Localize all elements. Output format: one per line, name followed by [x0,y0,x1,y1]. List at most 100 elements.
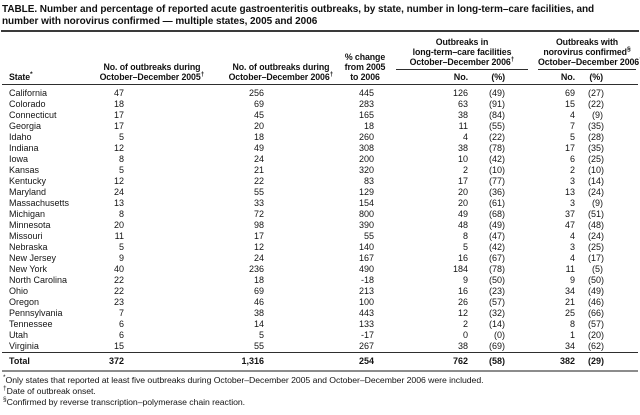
ltc-outbreaks-count: 11 [458,121,468,131]
pct-change-value: 213 [358,286,374,296]
ltc-outbreaks-count: 17 [457,176,468,186]
ltc-outbreaks-count: 38 [457,110,468,120]
state-cell: Connecticut [9,110,57,120]
outbreaks-2006-count: 24 [253,253,264,263]
ltc-outbreaks-count: 12 [457,308,468,318]
outbreaks-2005-count: 23 [113,297,124,307]
table-row: Maryland 24 55 129 20 (36) 13 (24) [2,187,638,198]
state-cell: Kentucky [9,176,47,186]
pct-change-value: 260 [358,132,374,142]
ltc-outbreaks-count: 10 [457,154,468,164]
outbreaks-2005-count: 5 [118,132,124,142]
footnote-marker: § [3,395,7,403]
table-row: Missouri 11 17 55 8 (47) 4 (24) [2,231,638,242]
noro-confirmed-count: 8 [570,319,576,329]
table-row: Iowa 8 24 200 10 (42) 6 (25) [2,154,638,165]
pct-change-value: 167 [358,253,374,263]
ltc-outbreaks-pct: (68) [489,209,506,219]
ltc-outbreaks-count: 38 [457,341,468,351]
ltc-outbreaks-pct: (42) [489,154,506,164]
outbreaks-2005-count: 6 [118,330,124,340]
noro-confirmed-count: 4 [570,110,576,120]
ltc-outbreaks-count: 8 [462,231,468,241]
noro-confirmed-pct: (25) [588,154,605,164]
noro-confirmed-pct: (48) [588,220,605,230]
outbreaks-2006-count: 5 [258,330,264,340]
outbreaks-2005-count: 372 [86,352,218,372]
pct-change-value: 133 [358,319,374,329]
ltc-outbreaks-pct: (57) [489,297,506,307]
outbreaks-2006-count: 46 [253,297,264,307]
table-row: Pennsylvania 7 38 443 12 (32) 25 (66) [2,308,638,319]
ltc-outbreaks-count: 48 [457,220,468,230]
state-cell: Oregon [9,297,40,307]
table-row: Massachusetts 13 33 154 20 (61) 3 (9) [2,198,638,209]
ltc-outbreaks-pct: (47) [489,231,506,241]
outbreaks-2006-count: 55 [253,187,264,197]
pct-change-value: 140 [358,242,374,252]
table-row: Kentucky 12 22 83 17 (77) 3 (14) [2,176,638,187]
footnote-dagger: †Date of outbreak onset. [3,385,639,397]
ltc-outbreaks-pct: (0) [494,330,506,340]
noro-confirmed-pct: (35) [588,121,605,131]
noro-confirmed-count: 3 [570,198,576,208]
noro-confirmed-count: 4 [570,253,576,263]
state-cell: Colorado [9,99,46,109]
outbreaks-2006-count: 55 [253,341,264,351]
table-row: New York 40 236 490 184 (78) 11 (5) [2,264,638,275]
outbreaks-table: State* No. of outbreaks during October–D… [2,35,640,372]
noro-confirmed-pct: (24) [588,187,605,197]
noro-confirmed-pct: (49) [588,286,605,296]
ltc-outbreaks-count: 2 [462,165,468,175]
ltc-outbreaks-count: 126 [452,88,468,98]
noro-confirmed-count: 7 [570,121,576,131]
outbreaks-2005-count: 15 [113,341,124,351]
ltc-outbreaks-count: 63 [457,99,468,109]
noro-confirmed-count: 25 [565,308,576,318]
pct-change-value: 100 [358,297,374,307]
outbreaks-2005-count: 8 [118,209,124,219]
outbreaks-2005-count: 9 [118,253,124,263]
outbreaks-2006-count: 1,316 [218,352,344,372]
outbreaks-2006-count: 18 [253,132,264,142]
pct-change-value: -17 [360,330,374,340]
ltc-outbreaks-pct: (69) [489,341,506,351]
outbreaks-2005-count: 24 [113,187,124,197]
noro-confirmed-pct: (62) [588,341,605,351]
pct-change-value: 390 [358,220,374,230]
ltc-pct-subheader: (%) [470,70,515,85]
noro-confirmed-pct: (10) [588,165,605,175]
column-header-state: State* [2,35,86,85]
ltc-outbreaks-pct: (67) [489,253,506,263]
outbreaks-2005-count: 8 [118,154,124,164]
outbreaks-2006-count: 12 [253,242,264,252]
state-cell: Maryland [9,187,47,197]
noro-confirmed-count: 69 [565,88,576,98]
state-cell: New Jersey [9,253,57,263]
subheader-row: No. (%) No. (%) [2,70,639,85]
table-title-line-2: number with norovirus confirmed — multip… [2,15,318,27]
outbreaks-2006-count: 21 [253,165,264,175]
pct-change-value: 320 [358,165,374,175]
table-row: Nebraska 5 12 140 5 (42) 3 (25) [2,242,638,253]
noro-confirmed-pct: (25) [588,242,605,252]
column-group-ltc-outbreaks: Outbreaks in long-term–care facilities O… [396,35,529,70]
total-row: Total 372 1,316 254 762 (58) 382 (29) [2,352,639,372]
state-cell: Idaho [9,132,32,142]
table-row: Idaho 5 18 260 4 (22) 5 (28) [2,132,638,143]
outbreaks-2005-count: 5 [118,242,124,252]
pct-change-value: 445 [358,88,374,98]
noro-confirmed-pct: (5) [592,264,604,274]
noro-confirmed-count: 21 [565,297,576,307]
state-cell: New York [9,264,48,274]
table-header: State* No. of outbreaks during October–D… [2,35,640,85]
pct-change-value: -18 [360,275,374,285]
state-cell: Michigan [9,209,46,219]
ltc-outbreaks-pct: (14) [489,319,506,329]
noro-confirmed-count: 3 [570,176,576,186]
noro-confirmed-count: 34 [565,286,576,296]
state-cell: Georgia [9,121,42,131]
state-cell: Utah [9,330,29,340]
pct-change-value: 55 [363,231,374,241]
state-cell: Indiana [9,143,39,153]
